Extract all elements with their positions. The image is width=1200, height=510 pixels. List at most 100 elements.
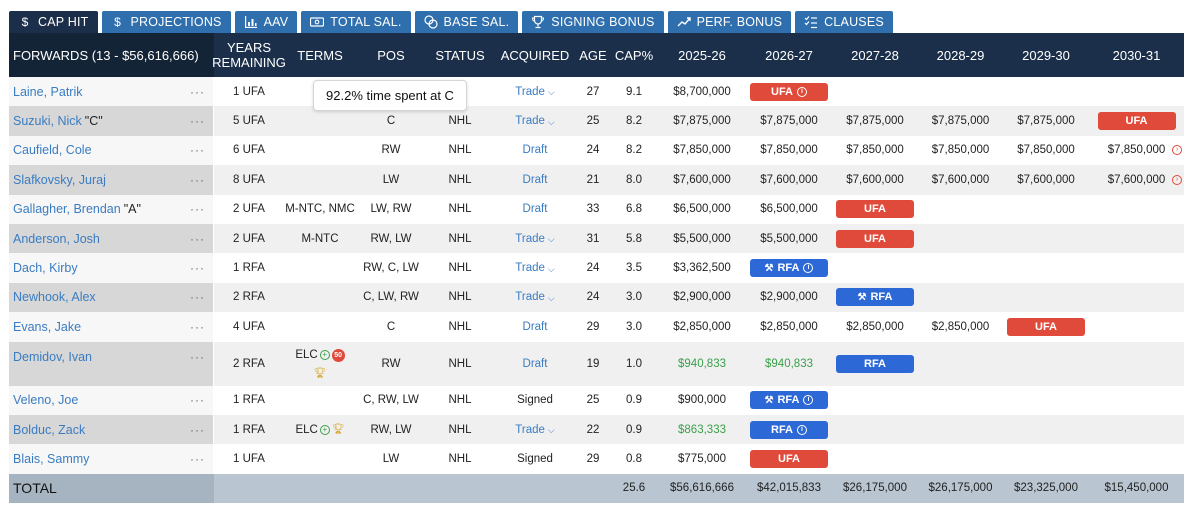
player-link[interactable]: Evans, Jake (13, 319, 82, 334)
alternate-captain-label: "A" (123, 202, 141, 217)
player-link[interactable]: Gallagher, Brendan (13, 202, 121, 217)
tab-cap-hit[interactable]: $ CAP HIT (9, 11, 98, 33)
tab-performance-bonus[interactable]: PERF. BONUS (667, 11, 792, 33)
contracts-table: FORWARDS (13 - $56,616,666) YEARS REMAINI… (9, 33, 1184, 503)
table-row: Veleno, Joe ··· 1 RFA C, RW, LW NHL Signe… (9, 385, 1184, 415)
expand-icon[interactable]: › (1172, 174, 1182, 185)
more-options-icon[interactable]: ··· (190, 261, 205, 276)
acquired-dropdown[interactable]: Trade ⌵ (515, 232, 555, 245)
more-options-icon[interactable]: ··· (190, 319, 205, 334)
acquired-link[interactable]: Draft (522, 320, 548, 333)
position: LW, RW (370, 203, 412, 216)
more-options-icon[interactable]: ··· (190, 451, 205, 466)
player-link[interactable]: Slafkovsky, Juraj (13, 172, 106, 187)
header-season-2026-27[interactable]: 2026-27 (765, 47, 813, 63)
cap-2026-27: $7,875,000 (760, 115, 818, 128)
more-options-icon[interactable]: ··· (190, 84, 205, 99)
ufa-badge[interactable]: UFA (750, 449, 828, 468)
tab-clauses[interactable]: CLAUSES (795, 11, 893, 33)
header-season-2030-31[interactable]: 2030-31 (1112, 47, 1161, 63)
rfa-badge[interactable]: ⚒ RFA (836, 288, 914, 307)
header-season-2027-28[interactable]: 2027-28 (851, 47, 899, 63)
acquired-dropdown[interactable]: Trade ⌵ (515, 291, 555, 304)
more-options-icon[interactable]: ··· (190, 393, 205, 408)
tab-projections[interactable]: $ PROJECTIONS (101, 11, 231, 33)
player-link[interactable]: Anderson, Josh (13, 231, 100, 246)
header-cap-pct[interactable]: CAP% (614, 47, 654, 63)
header-acquired[interactable]: ACQUIRED (500, 47, 570, 63)
header-pos[interactable]: POS (377, 47, 405, 63)
header-age[interactable]: AGE (579, 47, 607, 63)
status: NHL (448, 291, 472, 304)
trophy-icon[interactable]: 🏆︎ (313, 367, 327, 379)
player-link[interactable]: Dach, Kirby (13, 261, 78, 276)
more-options-icon[interactable]: ··· (190, 349, 205, 364)
player-link[interactable]: Veleno, Joe (13, 393, 79, 408)
status: NHL (448, 262, 472, 275)
ufa-badge[interactable]: UFA (1007, 317, 1085, 336)
player-link[interactable]: Blais, Sammy (13, 451, 90, 466)
player-link[interactable]: Suzuki, Nick (13, 114, 82, 129)
player-link[interactable]: Demidov, Ivan (13, 349, 92, 364)
total-2028-29: $26,175,000 (928, 482, 993, 495)
header-season-2029-30[interactable]: 2029-30 (1022, 47, 1070, 63)
more-options-icon[interactable]: ··· (190, 202, 205, 217)
header-forwards[interactable]: FORWARDS (13 - $56,616,666) (9, 33, 214, 77)
rfa-badge[interactable]: RFA i (750, 420, 828, 439)
position: RW, LW (370, 423, 412, 436)
bonus-badge[interactable]: 50 (331, 348, 345, 362)
tab-total-salary[interactable]: TOTAL SAL. (301, 11, 411, 33)
player-link[interactable]: Bolduc, Zack (13, 422, 86, 437)
cap-pct: 9.1 (626, 85, 642, 98)
acquired-link[interactable]: Draft (522, 357, 548, 370)
ufa-badge[interactable]: UFA (1097, 112, 1176, 131)
cap-pct: 3.5 (626, 262, 642, 275)
gavel-icon: ⚒ (857, 291, 867, 303)
rfa-badge[interactable]: ⚒ RFA i (750, 391, 828, 410)
cap-2025-26: $863,333 (678, 423, 726, 436)
age: 33 (586, 203, 600, 216)
more-options-icon[interactable]: ··· (190, 231, 205, 246)
acquired-dropdown[interactable]: Trade ⌵ (515, 85, 555, 98)
acquired-dropdown[interactable]: Trade ⌵ (515, 423, 555, 436)
player-link[interactable]: Caufield, Cole (13, 143, 92, 158)
acquired-link[interactable]: Draft (522, 173, 548, 186)
status: NHL (448, 357, 472, 370)
more-options-icon[interactable]: ··· (190, 172, 205, 187)
acquired-link[interactable]: Draft (522, 203, 548, 216)
terms: M-NTC (301, 232, 339, 245)
ufa-badge[interactable]: UFA (836, 200, 914, 219)
header-season-2025-26[interactable]: 2025-26 (678, 47, 726, 63)
acquired-dropdown[interactable]: Trade ⌵ (515, 262, 555, 275)
acquired-link[interactable]: Draft (522, 144, 548, 157)
info-icon: i (803, 395, 814, 406)
plus-circle-icon[interactable]: + (319, 424, 330, 435)
player-link[interactable]: Laine, Patrik (13, 84, 83, 99)
more-options-icon[interactable]: ··· (190, 422, 205, 437)
rfa-badge[interactable]: RFA (836, 354, 914, 373)
acquired-dropdown[interactable]: Trade ⌵ (515, 115, 555, 128)
more-options-icon[interactable]: ··· (190, 114, 205, 129)
expand-icon[interactable]: › (1172, 145, 1182, 156)
dollar-icon: $ (21, 15, 29, 29)
more-options-icon[interactable]: ··· (190, 290, 205, 305)
header-terms[interactable]: TERMS (297, 47, 343, 63)
header-years-remaining[interactable]: YEARS REMAINING (212, 40, 286, 70)
more-options-icon[interactable]: ··· (190, 143, 205, 158)
header-status[interactable]: STATUS (435, 47, 485, 63)
rfa-badge[interactable]: ⚒ RFA i (750, 259, 828, 278)
plus-circle-icon[interactable]: + (319, 350, 330, 361)
cap-2027-28: $2,850,000 (846, 320, 904, 333)
trophy-icon[interactable]: 🏆︎ (331, 424, 345, 436)
position: LW (382, 173, 400, 186)
header-season-2028-29[interactable]: 2028-29 (936, 47, 985, 63)
ufa-badge[interactable]: UFA i (750, 82, 828, 101)
player-link[interactable]: Newhook, Alex (13, 290, 96, 305)
cap-2025-26: $2,850,000 (673, 320, 731, 333)
tab-aav[interactable]: AAV (234, 11, 298, 33)
tab-base-salary[interactable]: BASE SAL. (414, 11, 519, 33)
years-remaining: 5 UFA (233, 115, 265, 128)
cap-pct: 0.8 (626, 452, 642, 465)
ufa-badge[interactable]: UFA (836, 229, 914, 248)
tab-signing-bonus[interactable]: SIGNING BONUS (522, 11, 664, 33)
